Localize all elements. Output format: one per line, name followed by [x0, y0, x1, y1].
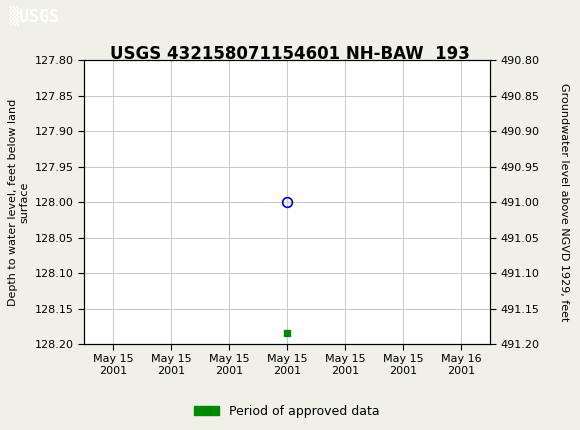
Y-axis label: Groundwater level above NGVD 1929, feet: Groundwater level above NGVD 1929, feet: [559, 83, 569, 321]
Text: ▒USGS: ▒USGS: [9, 6, 59, 26]
Text: USGS 432158071154601 NH-BAW  193: USGS 432158071154601 NH-BAW 193: [110, 45, 470, 63]
Legend: Period of approved data: Period of approved data: [189, 400, 385, 423]
Y-axis label: Depth to water level, feet below land
surface: Depth to water level, feet below land su…: [8, 98, 29, 306]
